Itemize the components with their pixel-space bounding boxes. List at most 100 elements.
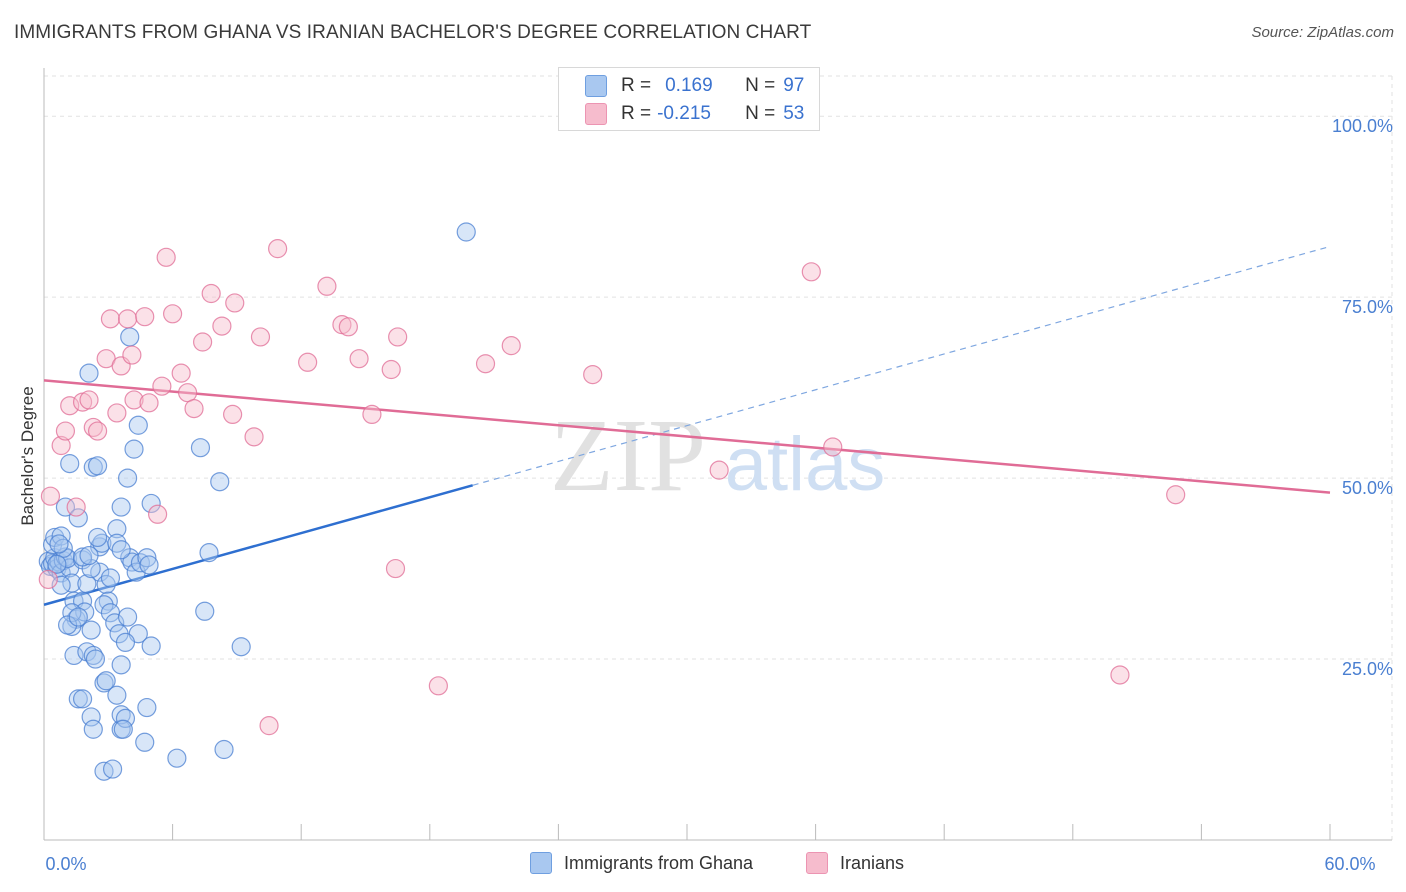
point-ghana [120, 327, 140, 347]
point-ghana [111, 540, 131, 560]
point-ghana [231, 637, 251, 657]
point-iranians [40, 486, 61, 506]
point-ghana [102, 759, 123, 779]
grid-lines [44, 75, 1393, 840]
watermark-zip: ZIP [550, 398, 706, 513]
point-iranians [51, 435, 71, 456]
point-ghana [96, 671, 116, 691]
point-iranians [501, 336, 521, 356]
point-iranians [385, 558, 406, 579]
point-iranians [66, 497, 86, 517]
point-ghana [72, 547, 93, 567]
point-iranians [1166, 485, 1186, 505]
legend-n-value: 97 [783, 75, 805, 96]
point-iranians [139, 393, 159, 413]
point-iranians [250, 327, 271, 347]
chart-title: IMMIGRANTS FROM GHANA VS IRANIAN BACHELO… [14, 22, 812, 43]
legend-swatch-ghana [530, 852, 552, 874]
point-iranians [298, 352, 318, 372]
point-iranians [55, 421, 76, 441]
point-ghana [210, 472, 230, 492]
legend-r-label: R = [621, 103, 652, 124]
point-iranians [475, 354, 496, 374]
point-ghana [81, 620, 101, 640]
watermark: ZIP atlas [550, 398, 885, 513]
point-ghana [79, 545, 99, 566]
point-ghana [94, 595, 114, 615]
trend-line-iranians [43, 379, 1331, 494]
point-iranians [338, 317, 358, 337]
point-iranians [79, 390, 99, 410]
point-ghana [111, 497, 131, 517]
point-iranians [124, 390, 144, 410]
y-tick-label: 50.0% [1342, 478, 1393, 498]
legend-row-iranians: R = -0.215 N = 53 [585, 102, 804, 126]
point-iranians [117, 309, 138, 329]
point-ghana [68, 607, 88, 627]
point-ghana [137, 697, 157, 718]
point-ghana [139, 555, 159, 575]
point-iranians [259, 716, 279, 736]
point-ghana [135, 732, 155, 752]
point-iranians [184, 399, 204, 419]
point-ghana [100, 568, 121, 588]
point-ghana [117, 607, 138, 627]
point-iranians [225, 293, 245, 313]
source-label: Source: ZipAtlas.com [1251, 24, 1394, 41]
point-ghana [60, 454, 80, 474]
point-iranians [362, 404, 382, 424]
point-iranians [801, 262, 821, 282]
y-tick-label: 75.0% [1342, 297, 1393, 317]
point-ghana [57, 615, 78, 635]
legend-n-value: 53 [783, 103, 805, 124]
point-iranians [100, 309, 121, 329]
point-iranians [244, 427, 264, 447]
point-ghana [79, 363, 99, 383]
point-iranians [583, 364, 603, 385]
point-ghana [167, 748, 187, 768]
point-iranians [171, 363, 191, 383]
point-iranians [317, 276, 337, 296]
point-iranians [152, 376, 172, 396]
point-ghana [141, 493, 161, 514]
point-ghana [128, 415, 148, 435]
legend-swatch-ghana [585, 75, 607, 97]
point-ghana [214, 739, 234, 760]
legend-label-ghana: Immigrants from Ghana [564, 852, 754, 873]
point-ghana [87, 527, 108, 548]
point-iranians [212, 316, 232, 336]
axes [43, 68, 1392, 841]
legend-item-iranians[interactable]: Iranians [806, 852, 904, 874]
point-iranians [428, 676, 448, 696]
point-iranians [193, 332, 213, 352]
point-iranians [709, 460, 729, 480]
point-ghana [111, 655, 131, 675]
point-ghana [117, 468, 138, 488]
legend-swatch-iranians [585, 103, 607, 125]
point-ghana [456, 222, 476, 242]
point-ghana [141, 636, 161, 656]
point-ghana [190, 438, 211, 458]
point-ghana [72, 689, 93, 709]
legend-row-ghana: R = 0.169 N = 97 [585, 74, 804, 98]
point-ghana [85, 649, 106, 669]
point-ghana [199, 543, 219, 563]
point-ghana [55, 497, 76, 517]
point-ghana [107, 685, 127, 705]
point-ghana [195, 601, 215, 621]
point-iranians [823, 437, 843, 457]
point-iranians [147, 504, 168, 524]
legend-item-ghana[interactable]: Immigrants from Ghana [530, 852, 753, 874]
legend-label-iranians: Iranians [840, 852, 905, 873]
legend-r-label: R = [621, 75, 652, 96]
point-iranians [107, 403, 127, 423]
point-iranians [87, 421, 108, 441]
point-iranians [381, 359, 401, 380]
point-ghana [83, 719, 103, 739]
point-ghana [107, 519, 127, 539]
tick-labels: 100.0% 75.0% 50.0% 25.0% 0.0% 60.0% [45, 116, 1393, 874]
watermark-atlas: atlas [725, 422, 886, 507]
point-ghana [81, 707, 101, 727]
point-iranians [1110, 665, 1130, 685]
